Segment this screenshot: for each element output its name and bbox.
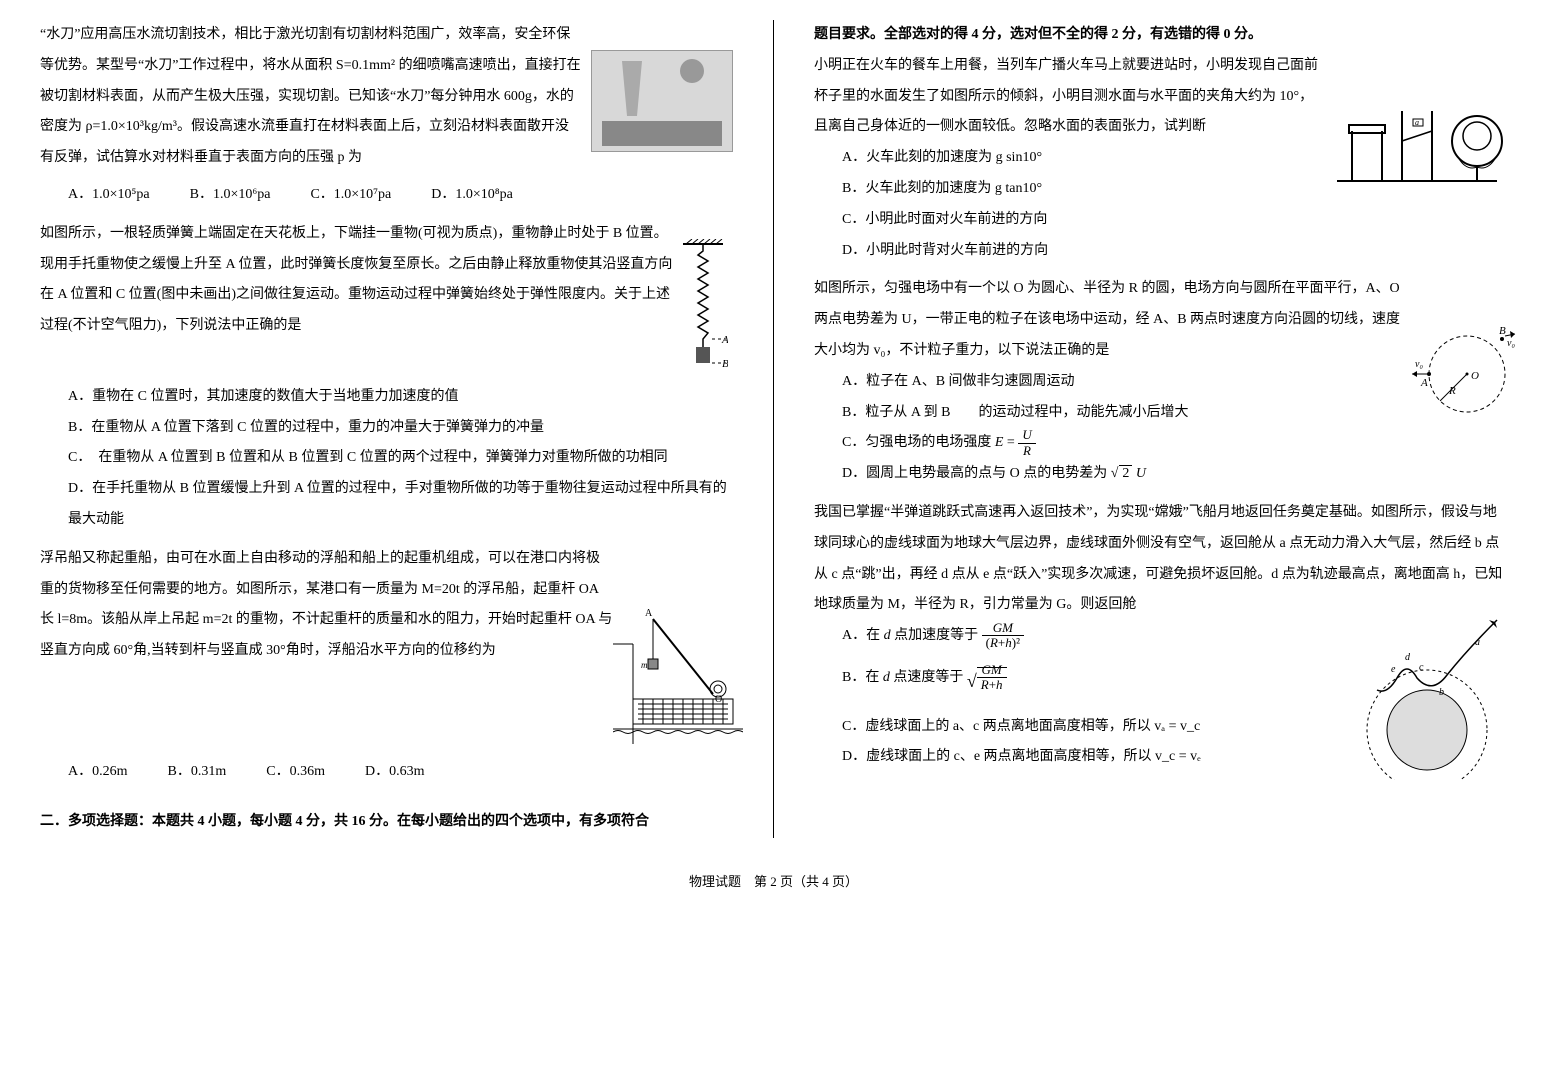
- q6-opt-d: D．1.0×10⁸pa: [431, 180, 513, 211]
- svg-text:a: a: [1475, 637, 1480, 648]
- column-divider: [773, 20, 774, 838]
- svg-text:R: R: [1448, 385, 1456, 397]
- svg-text:A: A: [1420, 377, 1428, 389]
- right-column: 题目要求。全部选对的得 4 分，选对但不全的得 2 分，有选错的得 0 分。 a: [814, 20, 1507, 838]
- question-9: a 小明正在火车的餐车上用餐，当列车广播火车马上就要进站时，小明发现自己面前杯子…: [814, 51, 1507, 267]
- q6-options: A．1.0×10⁵pa B．1.0×10⁶pa C．1.0×10⁷pa D．1.…: [68, 180, 733, 211]
- section-2-continued: 题目要求。全部选对的得 4 分，选对但不全的得 2 分，有选错的得 0 分。: [814, 20, 1507, 51]
- svg-text:A: A: [721, 334, 728, 346]
- q11-text: 我国已掌握“半弹道跳跃式高速再入返回技术”，为实现“嫦娥”飞船月地返回任务奠定基…: [814, 505, 1502, 612]
- page-container: “水刀”应用高压水流切割技术，相比于激光切割有切割材料范围广，效率高，安全环保等…: [40, 20, 1507, 838]
- q7-opt-d: D．在手托重物从 B 位置缓慢上升到 A 位置的过程中，手对重物所做的功等于重物…: [68, 474, 733, 536]
- svg-text:c: c: [1419, 662, 1424, 673]
- svg-text:B: B: [1499, 325, 1506, 337]
- q6-image: [591, 50, 733, 152]
- q6-opt-c: C．1.0×10⁷pa: [310, 180, 391, 211]
- left-column: “水刀”应用高压水流切割技术，相比于激光切割有切割材料范围广，效率高，安全环保等…: [40, 20, 733, 838]
- q8-text: 浮吊船又称起重船，由可在水面上自由移动的浮船和船上的起重机组成，可以在港口内将极…: [40, 551, 612, 658]
- q8-image: A O m: [613, 604, 733, 757]
- q6-opt-b: B．1.0×10⁶pa: [190, 180, 271, 211]
- svg-text:b: b: [1439, 687, 1444, 698]
- svg-text:a: a: [1415, 118, 1419, 127]
- q10-image: O R v₀ A v₀ B: [1407, 324, 1507, 437]
- q8-opt-a: A．0.26m: [68, 757, 128, 788]
- svg-text:B: B: [722, 358, 728, 370]
- q6-text: “水刀”应用高压水流切割技术，相比于激光切割有切割材料范围广，效率高，安全环保等…: [40, 27, 581, 165]
- question-10: O R v₀ A v₀ B 如图所示，匀强电场中有一个以 O 为圆心、半径为 R…: [814, 274, 1507, 490]
- question-8: A O m 浮吊船又称起重船，由可在水面上自由移动的浮船和船上的起重机组成，可以…: [40, 544, 733, 788]
- q7-text: 如图所示，一根轻质弹簧上端固定在天花板上，下端挂一重物(可视为质点)，重物静止时…: [40, 226, 672, 333]
- svg-text:v₀: v₀: [1415, 359, 1423, 370]
- svg-text:O: O: [1471, 370, 1479, 382]
- question-11: 我国已掌握“半弹道跳跃式高速再入返回技术”，为实现“嫦娥”飞船月地返回任务奠定基…: [814, 498, 1507, 773]
- q10-opt-d: D．圆周上电势最高的点与 O 点的电势差为 √2 U: [842, 459, 1507, 490]
- q7-opt-c: C． 在重物从 A 位置到 B 位置和从 B 位置到 C 位置的两个过程中，弹簧…: [68, 443, 733, 474]
- q7-options: A．重物在 C 位置时，其加速度的数值大于当地重力加速度的值 B．在重物从 A …: [68, 382, 733, 536]
- question-6: “水刀”应用高压水流切割技术，相比于激光切割有切割材料范围广，效率高，安全环保等…: [40, 20, 733, 211]
- q8-opt-d: D．0.63m: [365, 757, 425, 788]
- svg-text:A: A: [645, 608, 653, 619]
- svg-text:O: O: [715, 694, 722, 705]
- q7-image: A B: [673, 239, 733, 382]
- svg-text:d: d: [1405, 652, 1411, 663]
- q9-opt-d: D．小明此时背对火车前进的方向: [842, 236, 1507, 267]
- q11-image: a b c d e: [1347, 600, 1507, 793]
- q8-opt-b: B．0.31m: [168, 757, 227, 788]
- q9-image: a: [1327, 91, 1507, 214]
- q9-text: 小明正在火车的餐车上用餐，当列车广播火车马上就要进站时，小明发现自己面前杯子里的…: [814, 58, 1318, 135]
- q10-text: 如图所示，匀强电场中有一个以 O 为圆心、半径为 R 的圆，电场方向与圆所在平面…: [814, 281, 1400, 358]
- page-footer: 物理试题 第 2 页（共 4 页）: [40, 868, 1507, 897]
- q8-opt-c: C．0.36m: [266, 757, 325, 788]
- svg-text:v₀: v₀: [1507, 338, 1515, 349]
- svg-text:e: e: [1391, 664, 1396, 675]
- q7-opt-a: A．重物在 C 位置时，其加速度的数值大于当地重力加速度的值: [68, 382, 733, 413]
- section-2-title: 二．多项选择题：本题共 4 小题，每小题 4 分，共 16 分。在每小题给出的四…: [40, 807, 733, 838]
- q7-opt-b: B．在重物从 A 位置下落到 C 位置的过程中，重力的冲量大于弹簧弹力的冲量: [68, 413, 733, 444]
- question-7: A B 如图所示，一根轻质弹簧上端固定在天花板上，下端挂一重物(可视为质点)，重…: [40, 219, 733, 536]
- q8-options: A．0.26m B．0.31m C．0.36m D．0.63m: [68, 757, 733, 788]
- svg-text:m: m: [641, 660, 648, 670]
- q6-opt-a: A．1.0×10⁵pa: [68, 180, 150, 211]
